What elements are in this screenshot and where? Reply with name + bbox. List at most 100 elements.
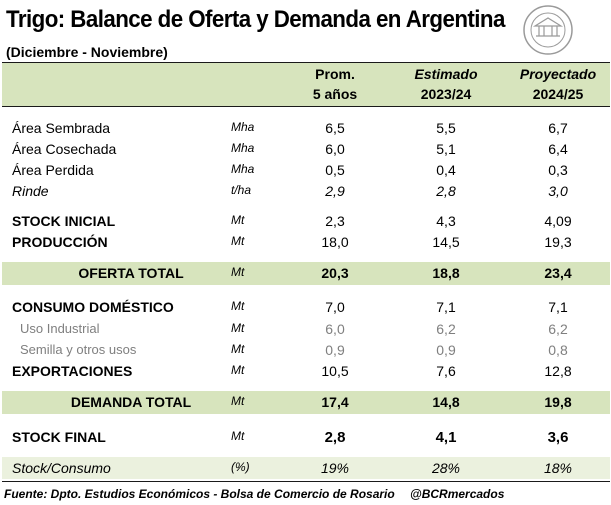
cell-proy: 0,3 <box>548 162 568 178</box>
cell-prom: 2,8 <box>324 429 346 446</box>
row-label: PRODUCCIÓN <box>12 234 108 250</box>
cell-proy: 7,1 <box>548 299 568 315</box>
cell-est: 4,1 <box>435 429 457 446</box>
bcr-seal-logo <box>523 5 573 55</box>
row-unit: (%) <box>231 460 250 474</box>
cell-proy: 19,3 <box>544 234 572 250</box>
table-row: PRODUCCIÓN Mt 18,0 14,5 19,3 <box>0 234 611 254</box>
cell-est: 6,2 <box>436 321 456 337</box>
cell-est: 5,5 <box>436 120 456 136</box>
cell-proy: 6,2 <box>548 321 568 337</box>
table-row-total: OFERTA TOTAL Mt 20,3 18,8 23,4 <box>0 265 611 285</box>
row-label: Rinde <box>12 183 49 199</box>
table-header-band <box>2 62 610 107</box>
row-label: CONSUMO DOMÉSTICO <box>12 299 174 315</box>
row-label: Uso Industrial <box>20 321 100 336</box>
table-row: Stock/Consumo (%) 19% 28% 18% <box>0 460 611 480</box>
row-label: Stock/Consumo <box>12 460 111 476</box>
table-row: STOCK FINAL Mt 2,8 4,1 3,6 <box>0 429 611 449</box>
footer-source: Fuente: Dpto. Estudios Económicos - Bols… <box>4 487 395 501</box>
page-title: Trigo: Balance de Oferta y Demanda en Ar… <box>6 6 505 33</box>
row-label: Área Perdida <box>12 162 94 178</box>
cell-est: 5,1 <box>436 141 456 157</box>
cell-proy: 3,0 <box>548 183 568 199</box>
cell-prom: 7,0 <box>325 299 345 315</box>
row-unit: Mt <box>231 394 245 408</box>
cell-prom: 20,3 <box>321 265 349 281</box>
table-row: Área Cosechada Mha 6,0 5,1 6,4 <box>0 141 611 161</box>
cell-est: 14,5 <box>432 234 460 250</box>
header-prom-line1: Prom. <box>315 66 355 82</box>
row-unit: Mt <box>231 234 245 248</box>
row-unit: Mt <box>231 321 245 335</box>
cell-proy: 0,8 <box>548 342 568 358</box>
row-unit: t/ha <box>231 183 252 197</box>
table-row: EXPORTACIONES Mt 10,5 7,6 12,8 <box>0 363 611 383</box>
header-top-rule <box>2 62 610 63</box>
row-unit: Mt <box>231 265 245 279</box>
row-label: EXPORTACIONES <box>12 363 133 379</box>
row-label: OFERTA TOTAL <box>78 265 184 281</box>
cell-prom: 6,0 <box>325 141 345 157</box>
footer-handle: @BCRmercados <box>410 487 505 501</box>
demanda-total-band <box>2 391 610 414</box>
cell-prom: 0,9 <box>325 342 345 358</box>
cell-est: 14,8 <box>432 394 460 410</box>
row-unit: Mt <box>231 429 245 443</box>
page-subtitle: (Diciembre - Noviembre) <box>6 44 168 60</box>
cell-proy: 12,8 <box>544 363 572 379</box>
table-row: Área Sembrada Mha 6,5 5,5 6,7 <box>0 120 611 140</box>
cell-prom: 18,0 <box>321 234 349 250</box>
row-label: Área Sembrada <box>12 120 111 136</box>
row-label: DEMANDA TOTAL <box>70 394 192 410</box>
header-proy-line2: 2024/25 <box>532 86 584 102</box>
cell-est: 0,9 <box>436 342 456 358</box>
cell-est: 4,3 <box>436 213 456 229</box>
cell-proy: 6,4 <box>548 141 568 157</box>
header-est-line2: 2023/24 <box>420 86 472 102</box>
cell-est: 0,4 <box>436 162 456 178</box>
cell-proy: 18% <box>543 460 573 476</box>
header-bottom-rule <box>2 106 610 107</box>
header-proy-line1: Proyectado <box>519 66 597 82</box>
row-label: Área Cosechada <box>12 141 117 157</box>
cell-proy: 23,4 <box>544 265 572 281</box>
row-label: STOCK FINAL <box>12 429 106 445</box>
cell-est: 2,8 <box>436 183 456 199</box>
cell-prom: 6,5 <box>325 120 345 136</box>
row-label: Semilla y otros usos <box>20 342 137 357</box>
cell-prom: 19% <box>320 460 350 476</box>
table-row: STOCK INICIAL Mt 2,3 4,3 4,09 <box>0 213 611 233</box>
header-est-line1: Estimado <box>414 66 478 82</box>
stock-consumo-band <box>2 457 610 479</box>
row-unit: Mt <box>231 342 245 356</box>
cell-proy: 19,8 <box>544 394 572 410</box>
row-unit: Mt <box>231 363 245 377</box>
row-unit: Mha <box>231 162 255 176</box>
table-row: CONSUMO DOMÉSTICO Mt 7,0 7,1 7,1 <box>0 299 611 319</box>
cell-est: 28% <box>431 460 461 476</box>
row-label: STOCK INICIAL <box>12 213 116 229</box>
cell-proy: 3,6 <box>547 429 569 446</box>
cell-prom: 2,9 <box>325 183 345 199</box>
cell-est: 7,1 <box>436 299 456 315</box>
row-unit: Mha <box>231 120 255 134</box>
cell-prom: 0,5 <box>325 162 345 178</box>
header-prom-line2: 5 años <box>312 86 358 102</box>
row-unit: Mt <box>231 213 245 227</box>
cell-prom: 17,4 <box>321 394 349 410</box>
cell-proy: 6,7 <box>548 120 568 136</box>
oferta-total-band <box>2 262 610 285</box>
table-bottom-rule <box>2 481 610 482</box>
table-row-total: DEMANDA TOTAL Mt 17,4 14,8 19,8 <box>0 394 611 414</box>
cell-prom: 10,5 <box>321 363 349 379</box>
table-row: Uso Industrial Mt 6,0 6,2 6,2 <box>0 321 611 341</box>
cell-est: 18,8 <box>432 265 460 281</box>
cell-prom: 6,0 <box>325 321 345 337</box>
cell-prom: 2,3 <box>325 213 345 229</box>
cell-proy: 4,09 <box>544 213 572 229</box>
cell-est: 7,6 <box>436 363 456 379</box>
table-row: Semilla y otros usos Mt 0,9 0,9 0,8 <box>0 342 611 362</box>
row-unit: Mha <box>231 141 255 155</box>
table-row: Rinde t/ha 2,9 2,8 3,0 <box>0 183 611 203</box>
